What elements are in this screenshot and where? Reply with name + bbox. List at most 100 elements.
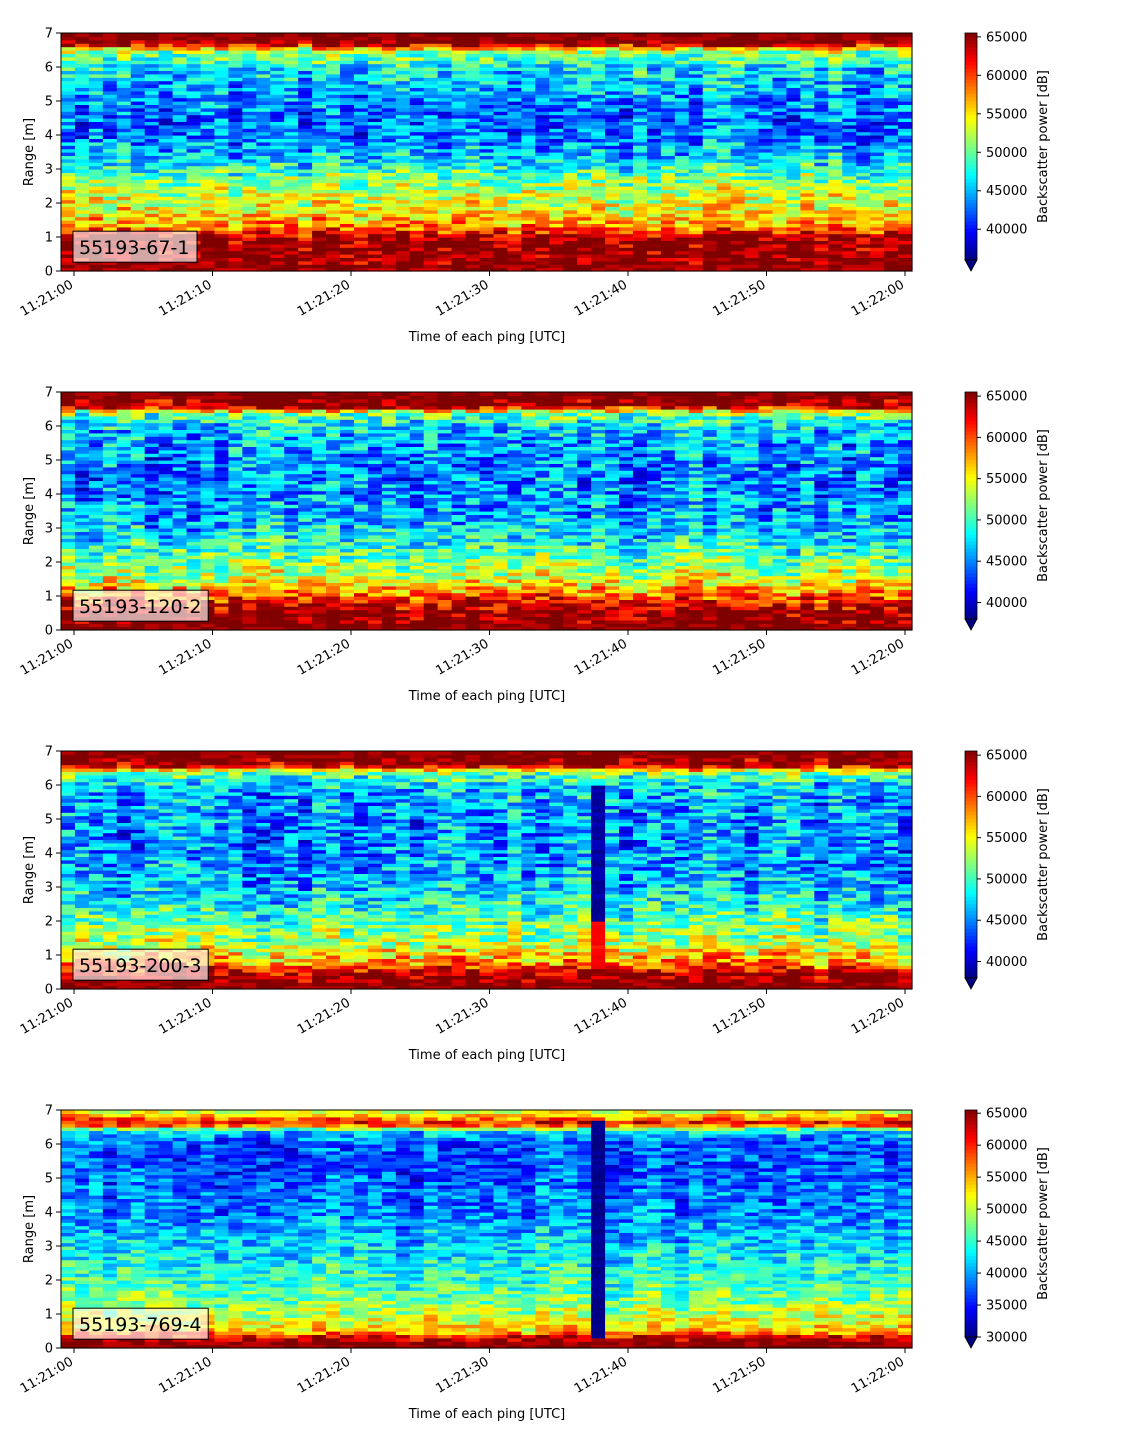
heatmap-cell — [382, 200, 397, 204]
heatmap-cell — [89, 176, 104, 180]
heatmap-cell — [424, 142, 439, 146]
heatmap-cell — [159, 504, 174, 508]
heatmap-cell — [61, 487, 76, 491]
heatmap-cell — [284, 33, 299, 37]
heatmap-cell — [689, 210, 704, 214]
heatmap-cell — [424, 149, 439, 153]
heatmap-cell — [772, 234, 787, 238]
heatmap-cell — [256, 244, 271, 248]
heatmap-cell — [772, 217, 787, 221]
heatmap-cell — [117, 210, 132, 214]
heatmap-cell — [256, 142, 271, 146]
heatmap-cell — [256, 193, 271, 197]
heatmap-cell — [814, 217, 829, 221]
heatmap-cell — [187, 217, 202, 221]
heatmap-cell — [284, 264, 299, 268]
heatmap-cell — [633, 251, 648, 255]
heatmap-cell — [745, 132, 760, 136]
heatmap-cell — [145, 217, 160, 221]
heatmap-cell — [201, 210, 216, 214]
heatmap-cell — [312, 132, 327, 136]
heatmap-cell — [577, 217, 592, 221]
heatmap-cell — [159, 392, 174, 396]
heatmap-cell — [772, 142, 787, 146]
heatmap-cell — [145, 392, 160, 396]
heatmap-cell — [828, 176, 843, 180]
heatmap-cell — [438, 234, 453, 238]
heatmap-cell — [368, 159, 383, 163]
heatmap-cell — [480, 217, 495, 221]
heatmap-cell — [480, 176, 495, 180]
heatmap-cell — [703, 234, 718, 238]
heatmap-cell — [242, 33, 257, 37]
heatmap-cell — [312, 193, 327, 197]
heatmap-cell — [298, 33, 313, 37]
x-tick-label: 11:21:40 — [572, 277, 630, 319]
heatmap-cell — [214, 200, 229, 204]
heatmap-cell — [675, 33, 690, 37]
heatmap-cell — [103, 227, 118, 231]
heatmap-cell — [340, 183, 355, 187]
heatmap-cell — [270, 149, 285, 153]
heatmap-cell — [256, 200, 271, 204]
heatmap-cell — [410, 142, 425, 146]
heatmap-cell — [298, 227, 313, 231]
heatmap-cell — [814, 234, 829, 238]
heatmap-cell — [772, 244, 787, 248]
heatmap-cell — [145, 504, 160, 508]
heatmap-cell — [145, 149, 160, 153]
heatmap-cell — [410, 210, 425, 214]
heatmap-cell — [145, 402, 160, 406]
heatmap-cell — [842, 149, 857, 153]
heatmap-cell — [354, 149, 369, 153]
heatmap-cell — [689, 132, 704, 136]
heatmap-cell — [619, 251, 634, 255]
heatmap-cell — [89, 166, 104, 170]
heatmap-cell — [466, 132, 481, 136]
colorbar-step — [965, 253, 977, 257]
heatmap-cell — [480, 159, 495, 163]
heatmap-cell — [535, 193, 550, 197]
heatmap-cell — [214, 210, 229, 214]
heatmap-cell — [856, 217, 871, 221]
heatmap-cell — [256, 264, 271, 268]
heatmap-cell — [145, 132, 160, 136]
heatmap-cell — [242, 183, 257, 187]
heatmap-cell — [619, 159, 634, 163]
heatmap-cell — [856, 132, 871, 136]
heatmap-cell — [800, 200, 815, 204]
heatmap-cell — [340, 251, 355, 255]
heatmap-cell — [214, 142, 229, 146]
heatmap-cell — [214, 176, 229, 180]
heatmap-cell — [703, 142, 718, 146]
heatmap-cell — [187, 176, 202, 180]
heatmap-cell — [745, 159, 760, 163]
heatmap-cell — [800, 33, 815, 37]
heatmap-cell — [870, 33, 885, 37]
heatmap-cell — [61, 166, 76, 170]
heatmap-cell — [396, 149, 411, 153]
heatmap-cell — [89, 149, 104, 153]
heatmap-cell — [842, 132, 857, 136]
heatmap-cell — [173, 487, 188, 491]
heatmap-cell — [647, 251, 662, 255]
heatmap-cell — [493, 217, 508, 221]
heatmap-cell — [898, 142, 913, 146]
heatmap-cell — [633, 33, 648, 37]
heatmap-cell — [800, 264, 815, 268]
heatmap-cell — [633, 183, 648, 187]
heatmap-cell — [884, 149, 899, 153]
heatmap-cell — [256, 234, 271, 238]
y-tick-label: 5 — [45, 95, 53, 110]
colorbar-step — [965, 44, 977, 48]
heatmap-cell — [689, 251, 704, 255]
heatmap-cell — [131, 200, 146, 204]
colorbar-step — [965, 100, 977, 104]
heatmap-cell — [368, 193, 383, 197]
heatmap-cell — [745, 234, 760, 238]
heatmap-cell — [424, 166, 439, 170]
heatmap-cell — [884, 183, 899, 187]
colorbar-step — [965, 54, 977, 58]
heatmap-cell — [898, 166, 913, 170]
heatmap-cell — [396, 142, 411, 146]
